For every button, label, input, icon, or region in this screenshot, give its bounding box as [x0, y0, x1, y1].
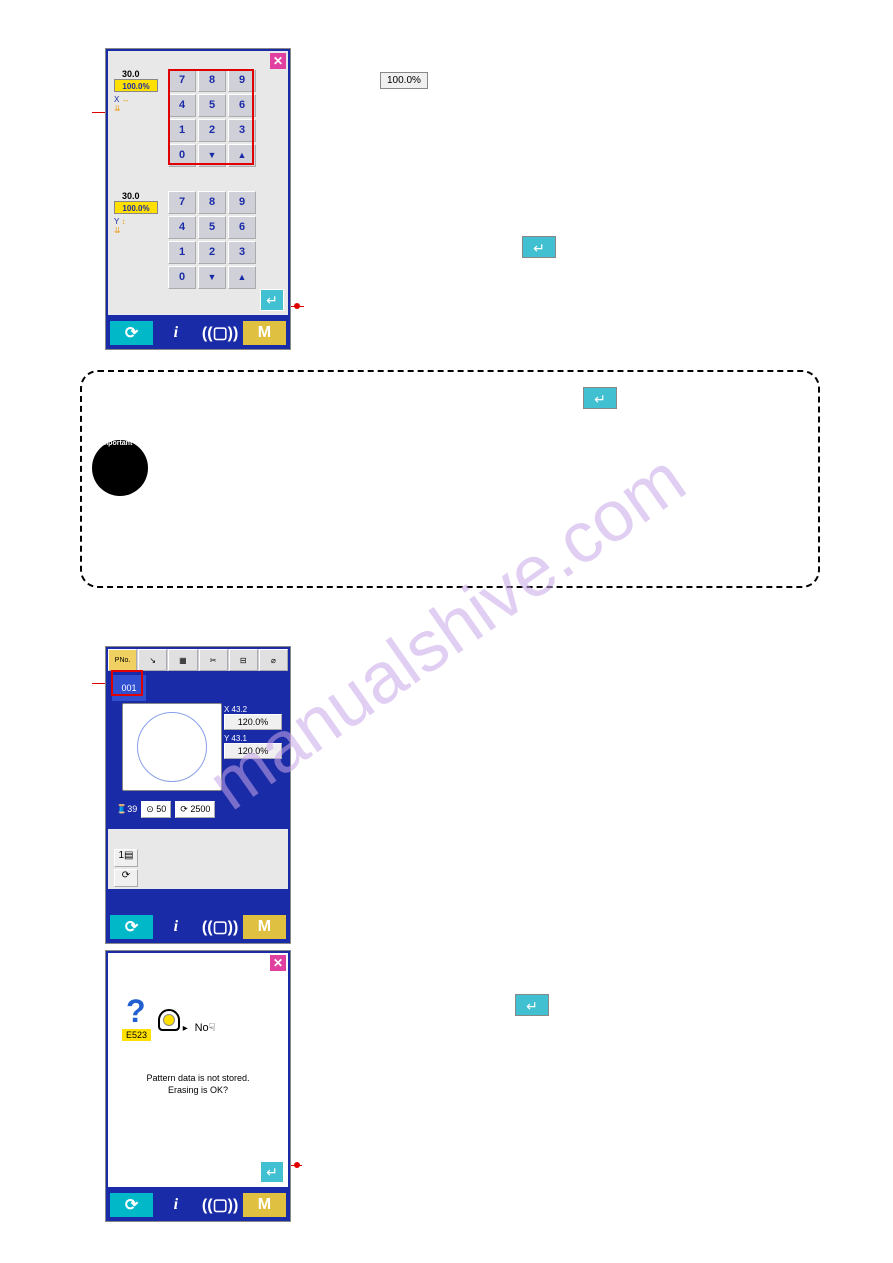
key-up-b[interactable]: ▲ — [228, 266, 256, 289]
important-icon — [92, 440, 148, 496]
x-scale-button[interactable]: 120.0% — [224, 714, 282, 730]
y-percent-display: 100.0% — [114, 201, 158, 214]
footer-bar: ⟳ i ((▢)) M — [108, 319, 288, 347]
key-down-b[interactable]: ▼ — [198, 266, 226, 289]
m-button-2[interactable]: M — [243, 915, 286, 939]
scale-column: X 43.2 120.0% Y 43.1 120.0% — [224, 703, 282, 763]
info-icon-3[interactable]: i — [154, 1193, 197, 1217]
mini-icons: 1▤ ⟳ — [114, 849, 138, 887]
key-2b[interactable]: 2 — [198, 241, 226, 264]
y-scale-button[interactable]: 120.0% — [224, 743, 282, 759]
arrow-icon: ▸ — [183, 1023, 188, 1034]
key-3b[interactable]: 3 — [228, 241, 256, 264]
enter-button[interactable]: ↵ — [260, 289, 284, 311]
key-6b[interactable]: 6 — [228, 216, 256, 239]
key-9b[interactable]: 9 — [228, 191, 256, 214]
comm-icon-3[interactable]: ((▢)) — [199, 1193, 242, 1217]
tb-6[interactable]: ⌀ — [259, 649, 288, 671]
dialog-icon-group: ▸ No☟ — [158, 1009, 228, 1049]
enter-button-3[interactable]: ↵ — [260, 1161, 284, 1183]
tb-5[interactable]: ⊟ — [229, 649, 258, 671]
y-axis-icon: Y ↕⇊ — [114, 217, 146, 241]
params-row: 🧵39 ⊙ 50 ⟳ 2500 — [116, 801, 215, 818]
power-icon[interactable]: ⟳ — [110, 321, 153, 345]
bulb-icon — [158, 1009, 180, 1031]
key-1b[interactable]: 1 — [168, 241, 196, 264]
callout-line-2 — [92, 683, 106, 684]
y-keypad: 7 8 9 4 5 6 1 2 3 0 ▼ ▲ — [168, 191, 256, 289]
cycle-icon[interactable]: ⟳ — [114, 869, 138, 887]
tb-4[interactable]: ✂ — [199, 649, 228, 671]
m-button[interactable]: M — [243, 321, 286, 345]
close-icon[interactable]: ✕ — [270, 53, 286, 69]
close-icon-3[interactable]: ✕ — [270, 955, 286, 971]
x-axis-icon: X ↔⇊ — [114, 95, 146, 119]
y-value-label: 30.0 — [122, 191, 140, 201]
footer-bar-3: ⟳ i ((▢)) M — [108, 1191, 288, 1219]
dialog-screenshot: ✕ ? E523 ▸ No☟ Pattern data is not store… — [105, 950, 291, 1222]
count-button[interactable]: ⟳ 2500 — [175, 801, 215, 818]
callout-line-1 — [92, 112, 106, 113]
toolbar: PNo. ↘ ▦ ✂ ⊟ ⌀ — [108, 649, 288, 671]
inline-enter-1: ↵ — [522, 236, 556, 258]
tension-label: 🧵39 — [116, 804, 137, 815]
comm-icon-2[interactable]: ((▢)) — [199, 915, 242, 939]
comm-icon[interactable]: ((▢)) — [199, 321, 242, 345]
pattern-no-tab[interactable]: PNo. — [108, 649, 137, 671]
inline-enter-3: ↵ — [515, 994, 549, 1016]
key-7b[interactable]: 7 — [168, 191, 196, 214]
question-icon: ? — [126, 993, 146, 1030]
list-icon[interactable]: 1▤ — [114, 849, 138, 867]
power-icon-3[interactable]: ⟳ — [110, 1193, 153, 1217]
pattern-circle-icon — [137, 712, 207, 782]
tb-2[interactable]: ↘ — [138, 649, 167, 671]
dialog-message: Pattern data is not stored. Erasing is O… — [108, 1073, 288, 1096]
stitch-preview — [122, 703, 222, 791]
key-8b[interactable]: 8 — [198, 191, 226, 214]
pattern-no-highlight — [111, 670, 143, 696]
keypad-highlight-box — [168, 69, 254, 165]
error-code: E523 — [122, 1029, 151, 1041]
no-hand-icon: No☟ — [195, 1021, 216, 1034]
tb-3[interactable]: ▦ — [168, 649, 197, 671]
keypad-screenshot: ✕ 30.0 100.0% X ↔⇊ 7 8 9 4 5 6 1 2 3 0 ▼… — [105, 48, 291, 350]
key-0b[interactable]: 0 — [168, 266, 196, 289]
x-percent-display: 100.0% — [114, 79, 158, 92]
info-icon-2[interactable]: i — [154, 915, 197, 939]
power-icon-2[interactable]: ⟳ — [110, 915, 153, 939]
scale-100-box: 100.0% — [380, 72, 428, 89]
important-note-box — [80, 370, 820, 588]
footer-bar-2: ⟳ i ((▢)) M — [108, 913, 288, 941]
x-size-label: X 43.2 — [224, 705, 282, 714]
y-size-label: Y 43.1 — [224, 734, 282, 743]
info-icon[interactable]: i — [154, 321, 197, 345]
speed-button[interactable]: ⊙ 50 — [141, 801, 171, 818]
x-value-label: 30.0 — [122, 69, 140, 79]
key-5b[interactable]: 5 — [198, 216, 226, 239]
key-4b[interactable]: 4 — [168, 216, 196, 239]
important-label: important — [100, 440, 132, 447]
m-button-3[interactable]: M — [243, 1193, 286, 1217]
